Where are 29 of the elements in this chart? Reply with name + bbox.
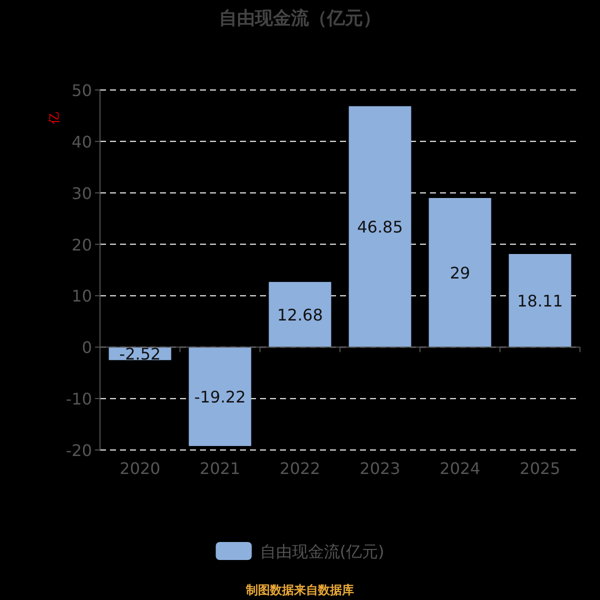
- x-tick-label: 2022: [280, 459, 320, 478]
- bar: [508, 254, 572, 348]
- y-tick-label: 50: [72, 81, 92, 100]
- y-tick-label: 10: [72, 286, 92, 306]
- y-tick-label: 20: [72, 235, 92, 254]
- x-tick-label: 2023: [360, 459, 400, 478]
- chart-title: 自由现金流（亿元）: [219, 8, 381, 29]
- y-tick-label: 40: [72, 132, 92, 152]
- data-label: 46.85: [357, 218, 403, 237]
- x-tick-label: 2020: [120, 459, 160, 478]
- data-label: 18.11: [517, 292, 563, 311]
- y-tick-label: -20: [66, 441, 92, 460]
- y-tick-label: 30: [72, 184, 92, 203]
- x-tick-label: 2025: [520, 459, 560, 478]
- text: 制图数据来自数据库: [245, 583, 354, 597]
- bar: [348, 106, 412, 348]
- data-label: 12.68: [277, 306, 323, 325]
- legend-label: 自由现金流(亿元): [260, 542, 384, 561]
- data-label: -19.22: [194, 388, 246, 407]
- bar: [268, 282, 332, 348]
- y-axis-title: 亿: [47, 112, 61, 125]
- y-tick-label: -10: [66, 390, 92, 409]
- bar: [428, 198, 492, 348]
- y-tick-label: 0: [82, 338, 92, 358]
- data-label: -2.52: [119, 344, 161, 364]
- data-label: 29: [450, 264, 470, 283]
- x-tick-label: 2024: [440, 459, 480, 478]
- x-tick-label: 2021: [200, 459, 240, 478]
- bar: [188, 347, 252, 446]
